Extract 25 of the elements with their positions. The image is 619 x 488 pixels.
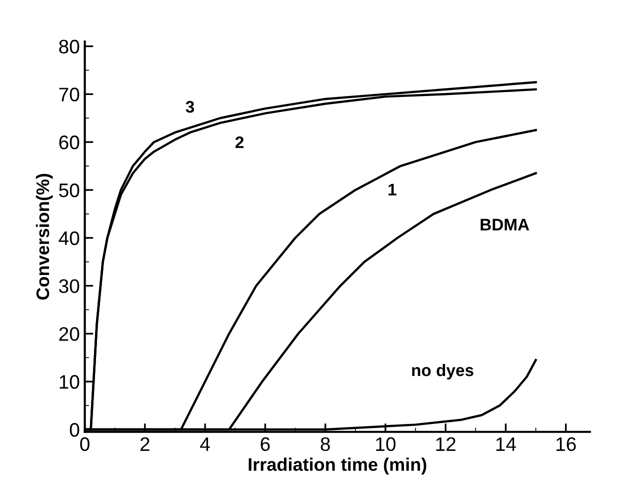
series-label: 1 [388,184,396,196]
x-tick-label: 2 [140,437,150,451]
x-tick-label: 8 [320,437,330,452]
y-axis-title: Conversion(%) [36,174,53,300]
x-tick-label: 16 [556,437,576,452]
y-tick-label: 20 [59,327,80,341]
series-label: 3 [186,100,194,113]
y-tick-label: 50 [59,183,80,198]
x-tick-label: 10 [376,437,396,452]
x-tick-label: 0 [80,437,90,452]
y-tick-label: 10 [60,375,80,389]
y-tick-label: 0 [70,422,80,437]
y-tick-label: 80 [59,40,80,54]
x-axis-title: Irradiation time (min) [248,458,426,474]
series-label: 2 [235,136,244,148]
x-tick-label: 6 [260,437,270,452]
series-label: BDMA [480,218,530,230]
x-tick-label: 12 [436,437,456,451]
y-tick-label: 70 [59,88,80,102]
x-tick-label: 4 [200,437,210,451]
y-tick-label: 40 [58,231,80,246]
y-tick-label: 30 [59,279,80,294]
text: no dyes [412,364,474,380]
x-tick-label: 14 [496,437,516,451]
y-tick-label: 60 [59,136,80,150]
